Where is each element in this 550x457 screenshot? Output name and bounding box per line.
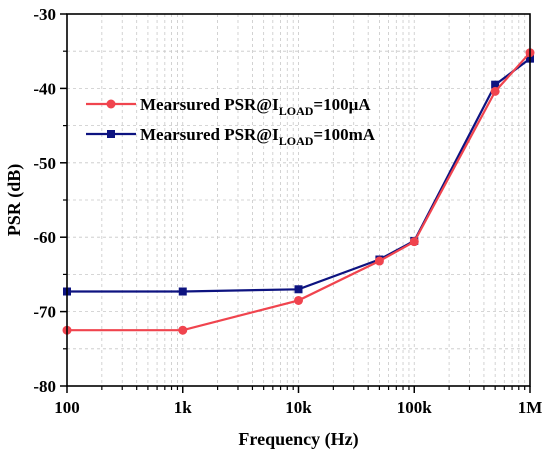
legend-label-subscript: LOAD	[279, 134, 314, 148]
y-tick-label: -40	[33, 79, 56, 98]
legend: Mearsured PSR@ILOAD=100μA Mearsured PSR@…	[86, 95, 376, 148]
y-tick-label: -70	[33, 303, 56, 322]
data-point-circle	[409, 237, 419, 247]
data-point-circle	[294, 295, 303, 305]
y-axis-title: PSR (dB)	[4, 164, 25, 237]
y-tick-label: -80	[33, 377, 56, 396]
legend-marker-100ua	[106, 99, 116, 109]
y-tick-label: -60	[33, 228, 56, 247]
data-point-square	[178, 287, 187, 296]
legend-label-subscript: LOAD	[279, 104, 314, 118]
x-tick-label: 10k	[285, 398, 312, 417]
legend-label-100ma: Mearsured PSR@ILOAD=100mA	[140, 125, 376, 148]
data-point-square	[491, 80, 500, 89]
grid-lines	[67, 14, 530, 386]
x-tick-label: 100k	[397, 398, 433, 417]
legend-label-suffix: =100mA	[313, 125, 375, 144]
legend-label-100ua: Mearsured PSR@ILOAD=100μA	[140, 95, 371, 118]
legend-marker-100ma	[107, 130, 115, 138]
y-tick-label: -30	[33, 5, 56, 24]
x-tick-label: 1M	[518, 398, 543, 417]
x-tick-label: 100	[54, 398, 80, 417]
tick-labels: 100 1k 10k 100k 1M -30 -40 -50 -60 -70 -80	[33, 5, 542, 417]
series-layer	[62, 48, 535, 335]
x-tick-label: 1k	[174, 398, 193, 417]
data-point-circle	[490, 86, 500, 96]
axis-ticks	[60, 13, 531, 393]
data-point-circle	[374, 256, 384, 266]
legend-entry-100ma: Mearsured PSR@ILOAD=100mA	[86, 125, 376, 148]
data-point-circle	[178, 325, 188, 335]
x-axis-title: Frequency (Hz)	[238, 429, 358, 450]
y-tick-label: -50	[33, 154, 56, 173]
legend-label-suffix: =100μA	[313, 95, 371, 114]
legend-label-prefix: Mearsured PSR@I	[140, 95, 279, 114]
data-point-square	[294, 285, 303, 294]
legend-entry-100ua: Mearsured PSR@ILOAD=100μA	[86, 95, 371, 118]
legend-label-prefix: Mearsured PSR@I	[140, 125, 279, 144]
